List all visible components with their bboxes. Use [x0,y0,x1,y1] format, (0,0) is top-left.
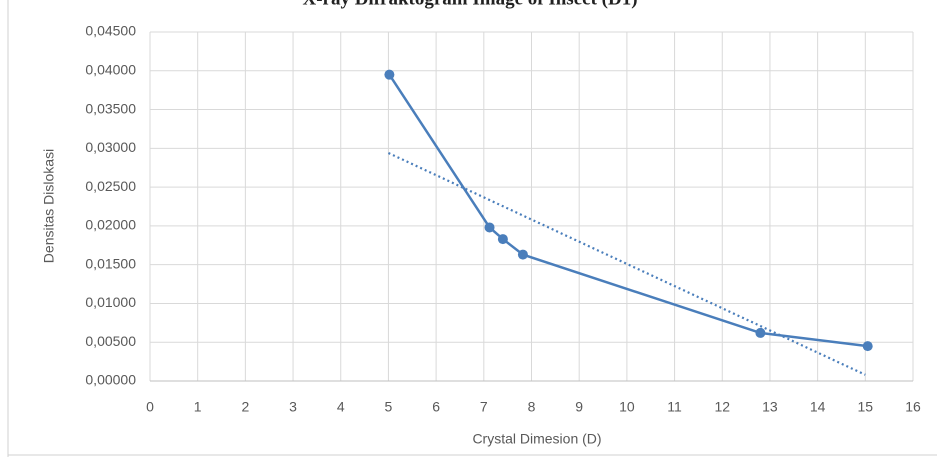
data-point [517,249,528,260]
x-tick-label: 13 [762,399,778,415]
x-tick-label: 16 [905,399,921,415]
x-tick-label: 10 [619,399,635,415]
data-point [755,327,766,338]
x-tick-label: 15 [858,399,874,415]
y-tick-label: 0,03000 [85,139,136,155]
data-point [862,341,873,352]
y-tick-label: 0,00000 [85,372,136,388]
y-tick-label: 0,00500 [85,333,136,349]
y-axis-label: Densitas Dislokasi [41,149,57,263]
y-tick-label: 0,04500 [85,23,136,39]
data-point [384,69,395,80]
y-tick-label: 0,01500 [85,255,136,271]
x-tick-label: 12 [714,399,730,415]
y-tick-label: 0,02500 [85,178,136,194]
x-tick-label: 11 [667,399,682,415]
y-tick-label: 0,03500 [85,100,136,116]
x-tick-label: 6 [432,399,440,415]
y-tick-label: 0,02000 [85,217,136,233]
x-tick-label: 1 [194,399,202,415]
data-point [497,234,508,245]
x-tick-label: 9 [575,399,583,415]
x-tick-label: 2 [241,399,249,415]
data-line [388,73,868,348]
x-tick-label: 3 [289,399,297,415]
chart-title: X-ray Difraktogram Image of Insect (D1) [302,0,637,9]
y-tick-label: 0,04000 [85,61,136,77]
x-tick-label: 8 [528,399,536,415]
x-tick-label: 0 [146,399,154,415]
data-point [484,222,495,233]
x-tick-label: 14 [810,399,826,415]
x-axis-label: Crystal Dimesion (D) [472,431,601,447]
x-tick-label: 7 [480,399,488,415]
x-tick-label: 5 [385,399,393,415]
y-tick-label: 0,01000 [85,294,136,310]
x-tick-label: 4 [337,399,345,415]
